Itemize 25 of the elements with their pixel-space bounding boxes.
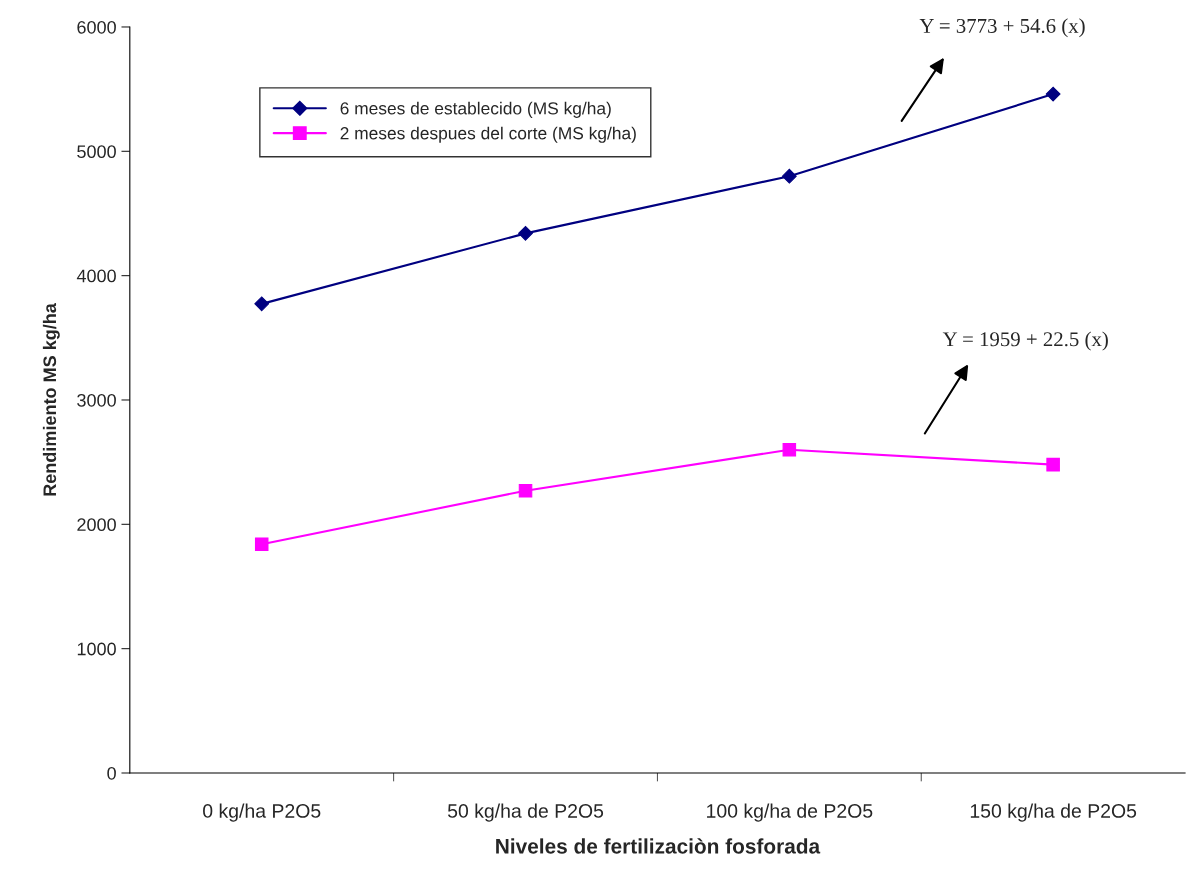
y-axis-title: Rendimiento MS kg/ha [42,303,60,496]
annotation: Y = 1959 + 22.5 (x) [942,331,1108,351]
y-tick-label: 2000 [77,518,116,532]
legend-label: 6 meses de establecido (MS kg/ha) [340,101,611,118]
y-tick-label: 6000 [77,20,116,34]
point [1045,86,1061,102]
point [518,225,533,241]
point [782,442,797,457]
y-tick-label: 1000 [77,642,116,656]
x-tick-label: 100 kg/ha de P2O5 [707,803,873,822]
point [1046,457,1060,472]
x-axis-title: Niveles de fertilizaciòn fosforada [496,838,821,854]
y-tick-label: 3000 [77,393,116,407]
legend-label: 2 meses despues del corte (MS kg/ha) [340,126,636,143]
x-tick-label: 0 kg/ha P2O5 [203,803,321,822]
y-tick-label: 0 [107,766,116,780]
x-tick-label: 50 kg/ha de P2O5 [447,803,604,822]
x-tick-label: 150 kg/ha de P2O5 [970,803,1137,822]
point [781,168,797,184]
y-tick-label: 5000 [77,145,116,159]
annotation: Y = 3773 + 54.6 (x) [919,18,1085,38]
point [254,296,270,312]
point [254,537,269,551]
point [518,483,533,498]
y-tick-label: 4000 [76,269,116,283]
